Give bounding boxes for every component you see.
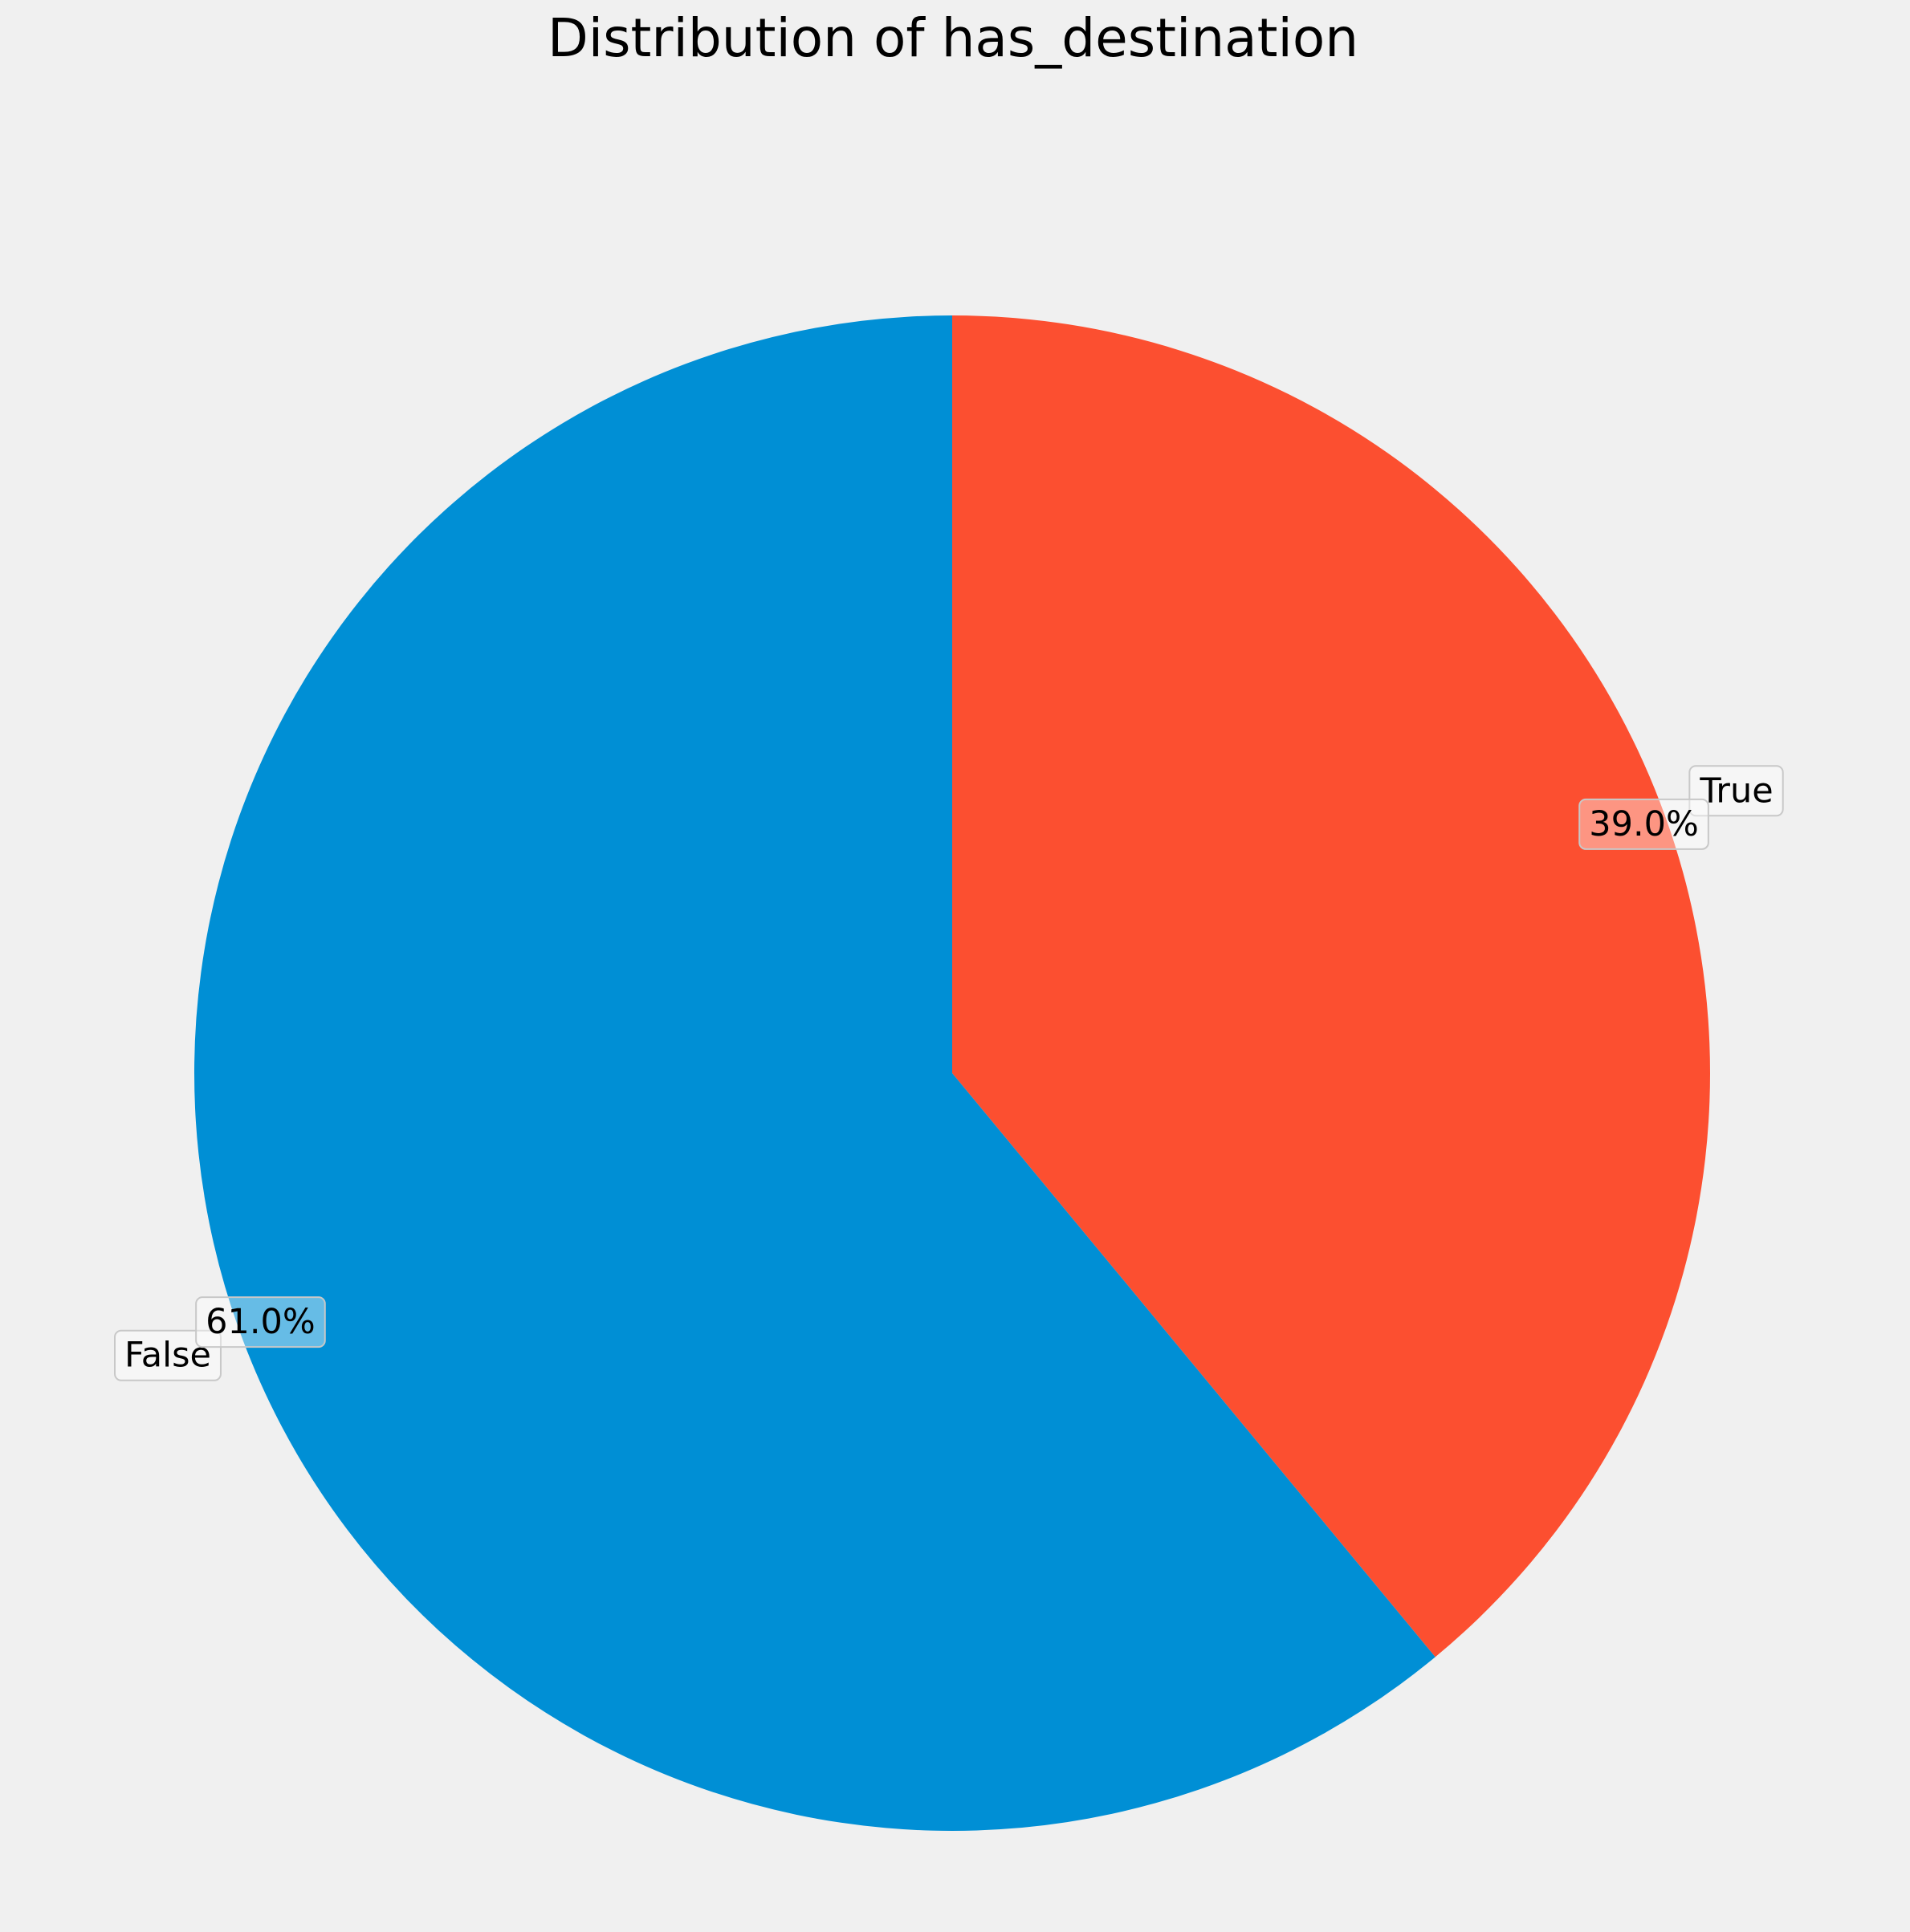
pct-label: 61.0% bbox=[206, 1302, 316, 1342]
pie-slice-false bbox=[194, 315, 1436, 1831]
slice-label: True bbox=[1699, 771, 1773, 811]
chart-title: Distribution of has_destination bbox=[548, 7, 1358, 69]
pct-label-box bbox=[195, 1296, 326, 1348]
slice-label-box bbox=[1688, 765, 1784, 817]
pct-label-box bbox=[1578, 798, 1709, 850]
pie-slice-true bbox=[952, 315, 1710, 1657]
pie-slices bbox=[194, 315, 1710, 1831]
pct-label: 39.0% bbox=[1589, 804, 1699, 844]
slice-label-box bbox=[114, 1329, 222, 1381]
